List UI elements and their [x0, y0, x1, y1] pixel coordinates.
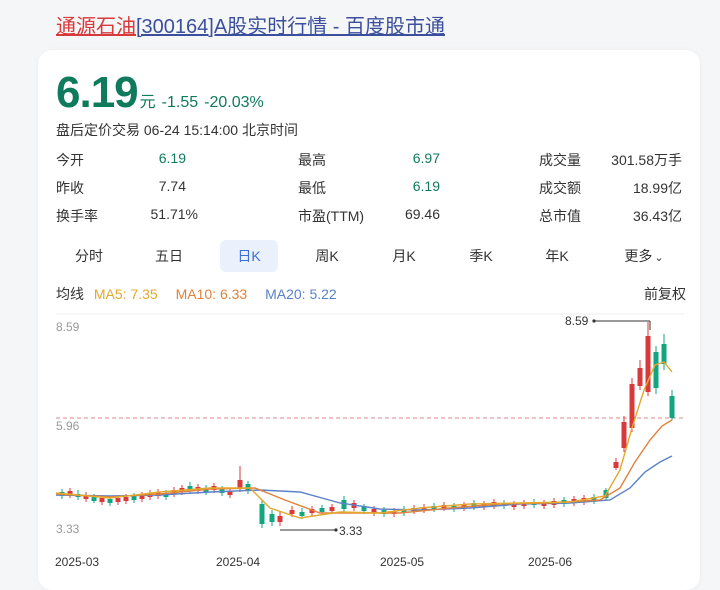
candle	[245, 484, 251, 490]
candle	[115, 498, 121, 502]
candle	[83, 495, 89, 499]
stat-open: 今开 6.19	[56, 150, 186, 168]
candle	[309, 509, 315, 513]
stat-turnover-amount: 成交额 18.99亿	[539, 180, 682, 196]
tab-more-label: 更多	[624, 248, 653, 264]
candle	[621, 422, 627, 448]
tab-more[interactable]: 更多 ⌄	[614, 240, 674, 272]
tab-intraday[interactable]: 分时	[75, 248, 103, 264]
candle	[653, 352, 659, 388]
candle	[107, 499, 113, 503]
x-tick-2025-04: 2025-04	[216, 555, 260, 569]
candle	[123, 497, 129, 501]
candle	[661, 344, 667, 364]
candle	[371, 509, 377, 513]
candle	[613, 462, 619, 468]
x-tick-2025-05: 2025-05	[380, 555, 424, 569]
candle	[669, 396, 675, 418]
x-tick-2025-06: 2025-06	[528, 555, 572, 569]
stat-volume: 成交量 301.58万手	[539, 152, 682, 168]
ma5-line	[55, 361, 673, 519]
ma10-value: MA10: 6.33	[175, 286, 248, 302]
tab-quarterly-k[interactable]: 季K	[469, 248, 493, 264]
candle	[645, 336, 651, 392]
tab-weekly-k[interactable]: 周K	[315, 248, 339, 264]
candle	[131, 496, 137, 500]
candles	[59, 322, 675, 528]
chevron-down-icon: ⌄	[654, 252, 664, 264]
candle	[471, 503, 477, 507]
candle	[401, 509, 407, 513]
candle	[591, 497, 597, 501]
candle	[277, 516, 283, 522]
candle	[299, 512, 305, 516]
max-price-annotation: 8.59	[565, 314, 589, 328]
stat-low: 最低 6.19	[298, 178, 440, 196]
candle	[139, 495, 145, 499]
price-unit: 元	[139, 94, 156, 111]
price-change: -1.55	[161, 94, 199, 111]
candle	[361, 507, 367, 511]
ma-label: 均线	[56, 286, 84, 302]
stat-prev-close: 昨收 7.74	[56, 178, 186, 196]
tab-yearly-k[interactable]: 年K	[545, 248, 569, 264]
candle	[329, 507, 335, 511]
chart-tabs: 分时 五日 日K 周K 月K 季K 年K 更多 ⌄	[38, 240, 700, 274]
candle	[637, 368, 643, 386]
candle	[541, 503, 547, 506]
candle	[259, 504, 265, 524]
tab-monthly-k[interactable]: 月K	[392, 248, 416, 264]
candle	[67, 491, 73, 495]
ma20-value: MA20: 5.22	[265, 286, 337, 302]
ma10-line	[55, 419, 673, 514]
stock-code-link[interactable]: [300164]A股实时行情 - 百度股市通	[136, 16, 445, 38]
candle	[319, 508, 325, 512]
candle	[289, 510, 295, 514]
min-price-annotation: 3.33	[339, 524, 363, 538]
candle	[269, 514, 275, 522]
max-annotation-dot	[592, 319, 596, 323]
candle	[511, 504, 517, 507]
trade-status: 盘后定价交易 06-24 15:14:00 北京时间	[56, 122, 298, 138]
min-annotation-dot	[334, 528, 338, 532]
y-tick-mid: 5.96	[56, 419, 80, 433]
price-change-pct: -20.03%	[204, 94, 264, 111]
ma5-value: MA5: 7.35	[93, 286, 158, 302]
adjust-mode-button[interactable]: 前复权	[644, 286, 686, 302]
candle	[341, 500, 347, 509]
stat-turnover-rate: 换手率 51.71%	[56, 206, 198, 224]
stat-high: 最高 6.97	[298, 150, 440, 168]
candle	[227, 491, 233, 495]
current-price: 6.19	[56, 68, 139, 117]
stock-name-link[interactable]: 通源石油	[56, 16, 136, 38]
ma-legend: 均线 MA5: 7.35 MA10: 6.33 MA20: 5.22 前复权	[56, 284, 686, 304]
y-tick-low: 3.33	[56, 522, 80, 536]
candle	[237, 480, 243, 488]
stat-market-cap: 总市值 36.43亿	[539, 208, 682, 224]
candle	[91, 497, 97, 501]
y-tick-high: 8.59	[56, 320, 80, 334]
tab-daily-k[interactable]: 日K	[220, 240, 278, 272]
candle	[421, 507, 427, 510]
stat-pe-ttm: 市盈(TTM) 69.46	[298, 206, 440, 224]
price-block: 6.19 元 -1.55 -20.03%	[56, 68, 264, 118]
candle	[187, 486, 193, 490]
page-title[interactable]: 通源石油[300164]A股实时行情 - 百度股市通	[56, 10, 445, 39]
ma20-line	[55, 455, 673, 511]
candle	[99, 498, 105, 502]
x-tick-2025-03: 2025-03	[55, 555, 99, 569]
tab-five-day[interactable]: 五日	[155, 248, 183, 264]
candle	[629, 384, 635, 428]
